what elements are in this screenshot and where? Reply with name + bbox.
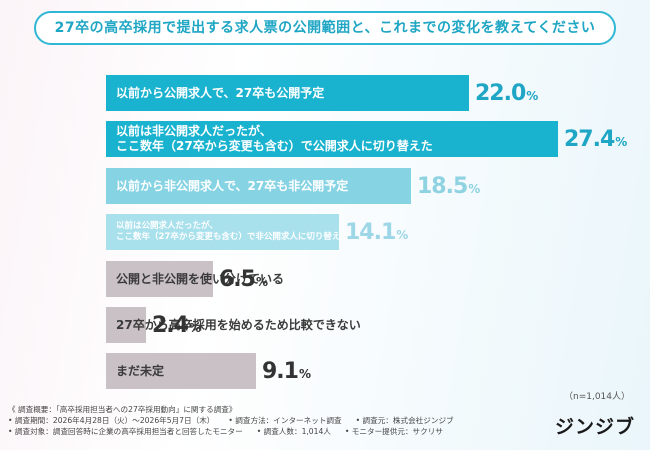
value-number: 14.1 <box>345 219 396 245</box>
bar-label-1: 以前から公開求人で、27卒も公開予定 <box>116 75 324 111</box>
bar-chart: 以前から公開求人で、27卒も公開予定 22.0% 以前は非公開求人だったが、 ここ数年… <box>106 75 627 389</box>
bar-label-4: 以前は公開求人だったが、 ここ数年（27卒から変更も含む）で非公開求人に切り替えた <box>116 214 349 250</box>
footer-period: • 調査期間：2026年4月28日（火）～2026年5月7日（木） <box>8 416 215 425</box>
bar-value-label-5: 6.5% <box>219 261 268 297</box>
bar-5 <box>106 261 213 297</box>
bar-label-3: 以前から非公開求人で、27卒も非公開予定 <box>116 168 348 204</box>
value-unit: % <box>255 275 268 289</box>
bar-value-label-7: 9.1% <box>262 353 311 389</box>
bar-6 <box>106 307 146 343</box>
bar-value-label-6: 2.4% <box>152 307 201 343</box>
bar-label-7: まだ未定 <box>116 353 164 389</box>
value-number: 22.0 <box>475 80 526 106</box>
bar-4 <box>106 214 339 250</box>
value-unit: % <box>188 321 201 335</box>
value-number: 18.5 <box>417 173 468 199</box>
title-box: 27卒の高卒採用で提出する求人票の公開範囲と、これまでの変化を教えてください <box>34 11 616 45</box>
value-unit: % <box>615 135 627 149</box>
sample-size-note: （n=1,014人） <box>563 392 630 402</box>
value-number: 9.1 <box>262 358 299 384</box>
value-unit: % <box>526 89 538 103</box>
footer-count: • 調査人数：1,014人 <box>256 427 331 436</box>
bar-label-line: ここ数年（27卒から変更も含む）で非公開求人に切り替えた <box>116 232 349 242</box>
bar-label-line: 以前から非公開求人で、27卒も非公開予定 <box>116 178 349 193</box>
value-number: 2.4 <box>152 312 189 338</box>
bar-label-6: 27卒から高卒採用を始めるため比較できない <box>116 307 361 343</box>
bar-label-line: まだ未定 <box>116 363 165 378</box>
chart-title: 27卒の高卒採用で提出する求人票の公開範囲と、これまでの変化を教えてください <box>54 20 596 36</box>
value-unit: % <box>298 367 311 381</box>
bar-3 <box>106 168 411 204</box>
footer-target: • 調査対象：調査回答時に企業の高卒採用担当者と回答したモニター <box>8 427 243 436</box>
value-number: 6.5 <box>219 266 256 292</box>
bar-value-label-1: 22.0% <box>475 75 538 111</box>
bar-value-label-4: 14.1% <box>345 214 408 250</box>
bar-label-line: ここ数年（27卒から変更も含む）で公開求人に切り替えた <box>116 139 433 153</box>
bar-label-line: 以前から公開求人で、27卒も公開予定 <box>116 85 325 100</box>
bar-label-line: 以前は公開求人だったが、 <box>116 221 218 232</box>
bar-label-line: 以前は非公開求人だったが、 <box>116 124 272 138</box>
bar-label-line: 27卒から高卒採用を始めるため比較できない <box>116 317 361 332</box>
footer-provider: • モニター提供元：サクリサ <box>344 427 443 436</box>
value-unit: % <box>396 228 408 242</box>
footer-method: • 調査方法：インターネット調査 <box>228 416 342 425</box>
footer-line-1: 《 調査概要：「高卒採用担当者への27卒採用動向」に関する調査》 <box>8 405 237 414</box>
bar-label-2: 以前は非公開求人だったが、 ここ数年（27卒から変更も含む）で公開求人に切り替えた <box>116 121 433 157</box>
company-logo: ジンジブ <box>555 416 636 438</box>
value-unit: % <box>468 182 480 196</box>
bar-2 <box>106 121 558 157</box>
bar-7 <box>106 353 256 389</box>
bar-1 <box>106 75 469 111</box>
bar-value-label-3: 18.5% <box>417 168 480 204</box>
survey-overview: 《 調査概要：「高卒採用担当者への27卒採用動向」に関する調査》 • 調査期間：… <box>8 404 548 437</box>
value-number: 27.4 <box>564 126 615 152</box>
bar-label-line: 公開と非公開を使い分けている <box>116 271 285 286</box>
bar-value-label-2: 27.4% <box>564 121 627 157</box>
bar-label-5: 公開と非公開を使い分けている <box>116 261 284 297</box>
footer-source: • 調査元：株式会社ジンジブ <box>355 416 454 425</box>
